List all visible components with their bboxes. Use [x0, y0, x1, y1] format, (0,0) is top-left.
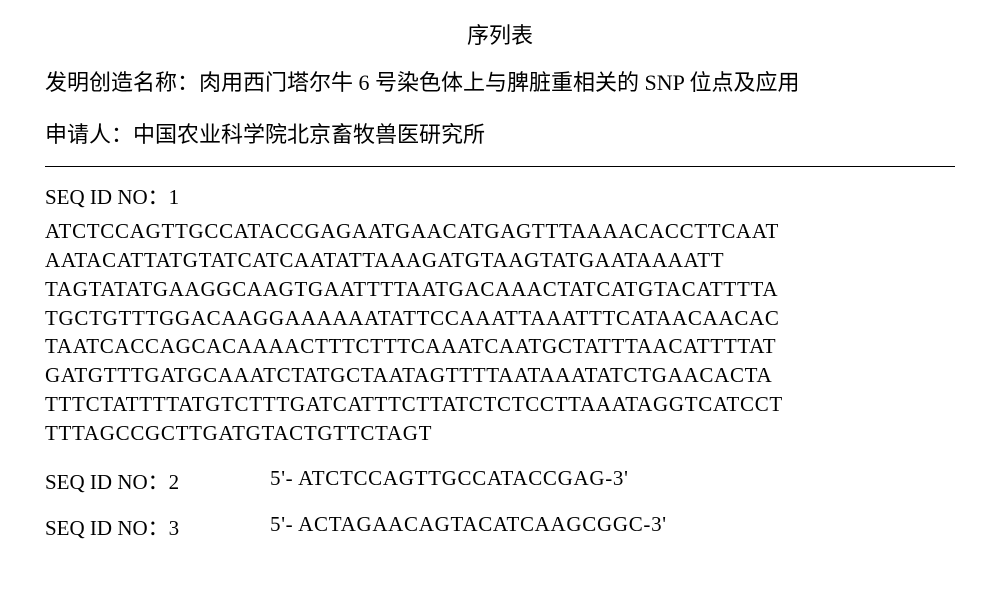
seq-1-label: SEQ ID NO：1	[45, 181, 955, 211]
seq-1-line: GATGTTTGATGCAAATCTATGCTAATAGTTTTAATAAATA…	[45, 361, 955, 390]
applicant-label: 申请人：	[45, 122, 133, 147]
seq-2-value: 5'- ATCTCCAGTTGCCATACCGAG-3'	[270, 466, 629, 496]
seq-1-line: AATACATTATGTATCATCAATATTAAAGATGTAAGTATGA…	[45, 246, 955, 275]
seq-1-line: TAATCACCAGCACAAAACTTTCTTTCAAATCAATGCTATT…	[45, 332, 955, 361]
applicant-name-text: 中国农业科学院北京畜牧兽医研究所	[133, 122, 485, 147]
section-divider	[45, 166, 955, 167]
seq-3-label: SEQ ID NO：3	[45, 512, 270, 542]
seq-1-line: TTTAGCCGCTTGATGTACTGTTCTAGT	[45, 419, 955, 448]
invention-label: 发明创造名称：	[45, 70, 199, 95]
seq-1-sequence: ATCTCCAGTTGCCATACCGAGAATGAACATGAGTTTAAAA…	[45, 217, 955, 449]
seq-1-line: TAGTATATGAAGGCAAGTGAATTTTAATGACAAACTATCA…	[45, 275, 955, 304]
seq-1-line: ATCTCCAGTTGCCATACCGAGAATGAACATGAGTTTAAAA…	[45, 217, 955, 246]
sequence-listing-title: 序列表	[45, 18, 955, 50]
seq-2-row: SEQ ID NO：2 5'- ATCTCCAGTTGCCATACCGAG-3'	[45, 466, 955, 496]
seq-3-row: SEQ ID NO：3 5'- ACTAGAACAGTACATCAAGCGGC-…	[45, 512, 955, 542]
invention-name-row: 发明创造名称：肉用西门塔尔牛 6 号染色体上与脾脏重相关的 SNP 位点及应用	[45, 62, 955, 104]
seq-2-label: SEQ ID NO：2	[45, 466, 270, 496]
applicant-row: 申请人：中国农业科学院北京畜牧兽医研究所	[45, 114, 955, 156]
seq-1-line: TTTCTATTTTATGTCTTTGATCATTTCTTATCTCTCCTTA…	[45, 390, 955, 419]
invention-name-text: 肉用西门塔尔牛 6 号染色体上与脾脏重相关的 SNP 位点及应用	[199, 70, 800, 95]
seq-3-value: 5'- ACTAGAACAGTACATCAAGCGGC-3'	[270, 512, 667, 542]
seq-1-line: TGCTGTTTGGACAAGGAAAAAATATTCCAAATTAAATTTC…	[45, 304, 955, 333]
